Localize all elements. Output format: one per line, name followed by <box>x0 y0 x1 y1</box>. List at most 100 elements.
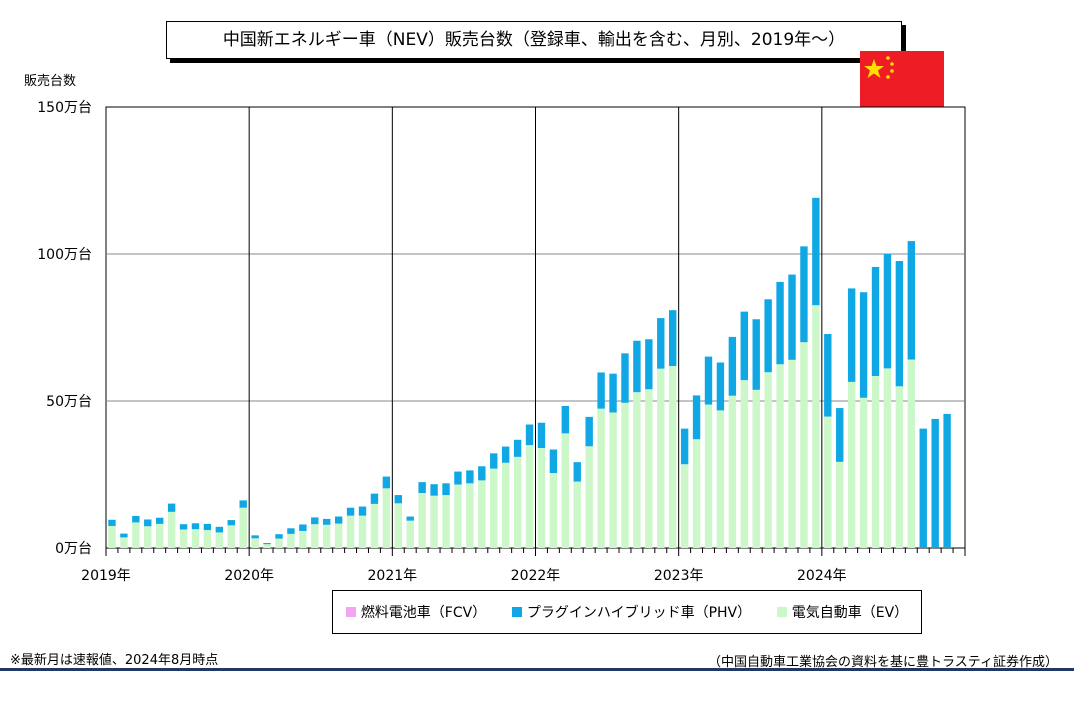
bar-ev <box>549 473 558 548</box>
china-flag-icon <box>860 51 944 113</box>
bar-ev <box>812 305 820 548</box>
bar-phv <box>824 333 832 417</box>
y-axis-label: 販売台数 <box>24 74 77 89</box>
legend-item-ev: 電気自動車（EV） <box>776 602 908 622</box>
bar-phv <box>466 470 474 484</box>
bar-ev <box>788 359 796 548</box>
bar-phv <box>692 395 701 440</box>
legend-item-fcv: 燃料電池車（FCV） <box>345 602 486 622</box>
bar-phv <box>633 340 641 393</box>
bar-ev <box>346 515 355 548</box>
bar-phv <box>144 519 152 527</box>
y-tick-label: 100万台 <box>37 247 92 263</box>
x-tick-label: 2021年 <box>368 568 418 584</box>
bar-phv <box>370 493 379 504</box>
bar-phv <box>132 515 140 523</box>
bar-ev <box>800 342 808 548</box>
bar-ev <box>454 484 462 548</box>
bar-ev <box>179 529 188 548</box>
bar-ev <box>394 503 402 548</box>
bar-ev <box>609 412 617 548</box>
bar-ev <box>740 380 748 548</box>
bar-ev <box>418 493 426 548</box>
bar-phv <box>346 507 355 516</box>
bar-ev <box>633 392 641 548</box>
bar-ev <box>824 416 832 548</box>
bar-ev <box>645 389 653 548</box>
bar-phv <box>597 372 605 409</box>
legend-item-phv: プラグインハイブリッド車（PHV） <box>511 602 752 622</box>
bar-ev <box>728 395 737 548</box>
x-tick-label: 2023年 <box>654 568 704 584</box>
bar-phv <box>609 373 617 413</box>
bar-phv <box>728 336 737 396</box>
bar-phv <box>704 356 713 405</box>
bar-ev <box>895 386 904 548</box>
bar-phv <box>227 520 235 526</box>
legend-swatch-fcv <box>345 607 356 617</box>
bar-ev <box>836 461 844 548</box>
bar-phv <box>776 281 784 365</box>
bar-ev <box>442 495 450 548</box>
bar-phv <box>490 453 498 469</box>
bar-ev <box>859 397 868 548</box>
bar-phv <box>525 424 534 446</box>
bar-phv <box>657 318 665 369</box>
bar-phv <box>513 439 522 457</box>
bar-ev <box>680 464 689 548</box>
legend-label-phv: プラグインハイブリッド車（PHV） <box>526 605 752 621</box>
bar-ev <box>537 448 546 548</box>
x-tick-label: 2024年 <box>797 568 847 584</box>
bar-phv <box>669 310 677 367</box>
bar-ev <box>752 389 760 548</box>
bar-ev <box>323 524 331 548</box>
bar-ev <box>657 368 665 548</box>
bar-phv <box>859 292 868 398</box>
bar-ev <box>669 366 677 548</box>
bar-phv <box>537 422 546 449</box>
bar-phv <box>883 254 892 369</box>
bar-ev <box>561 433 570 548</box>
bar-phv <box>716 362 725 411</box>
bar-ev <box>358 515 367 548</box>
bar-phv <box>167 503 176 512</box>
bar-ev <box>227 525 235 548</box>
bar-phv <box>573 462 581 482</box>
bar-phv <box>752 319 760 390</box>
bar-ev <box>704 404 713 548</box>
bar-phv <box>251 535 259 539</box>
bar-ev <box>287 533 295 548</box>
bar-ev <box>716 410 725 548</box>
bar-phv <box>895 261 904 387</box>
bar-ev <box>406 520 414 548</box>
bar-phv <box>764 299 772 373</box>
bar-ev <box>907 359 916 548</box>
bar-ev <box>621 402 629 548</box>
bar-phv <box>680 428 689 465</box>
bar-phv <box>788 274 796 360</box>
bar-phv <box>943 413 951 548</box>
bar-phv <box>323 518 331 525</box>
bar-ev <box>597 408 605 548</box>
bar-ev <box>490 468 498 548</box>
bar-phv <box>263 543 271 545</box>
bar-phv <box>311 517 319 525</box>
bar-ev <box>251 538 259 548</box>
bar-phv <box>549 449 558 474</box>
bar-ev <box>334 523 343 548</box>
bar-phv <box>155 517 164 524</box>
bar-phv <box>179 524 188 530</box>
bar-ev <box>847 381 856 548</box>
chart-legend: 燃料電池車（FCV） プラグインハイブリッド車（PHV） 電気自動車（EV） <box>332 590 922 634</box>
bar-phv <box>907 241 916 360</box>
bar-ev <box>883 368 892 548</box>
bar-phv <box>645 339 653 390</box>
bar-phv <box>120 533 128 538</box>
bar-phv <box>847 288 856 382</box>
bar-ev <box>525 445 534 548</box>
bar-phv <box>740 311 748 381</box>
bar-phv <box>561 405 570 434</box>
bar-phv <box>299 524 307 531</box>
bar-phv <box>215 526 224 533</box>
bar-phv <box>418 482 426 494</box>
